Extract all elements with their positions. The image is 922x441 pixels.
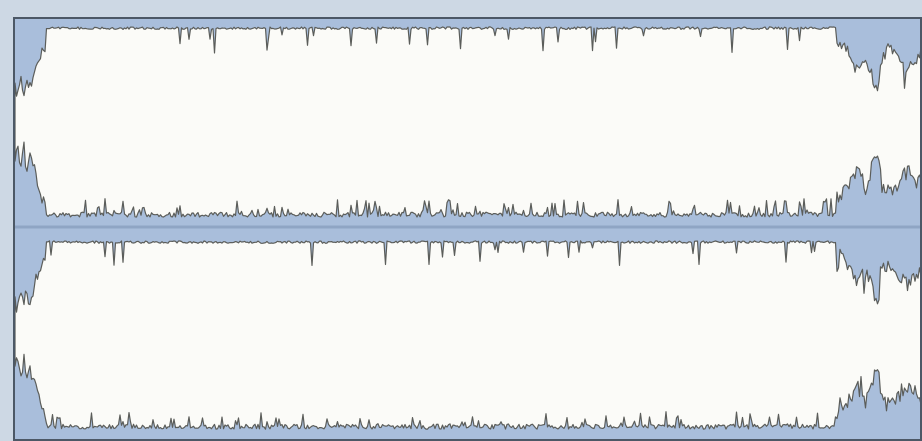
- waveform-view: [0, 0, 922, 441]
- channel-waveform: [15, 241, 921, 429]
- channel-waveform: [15, 27, 921, 217]
- page: (() => { const svg = document.getElement…: [0, 0, 922, 441]
